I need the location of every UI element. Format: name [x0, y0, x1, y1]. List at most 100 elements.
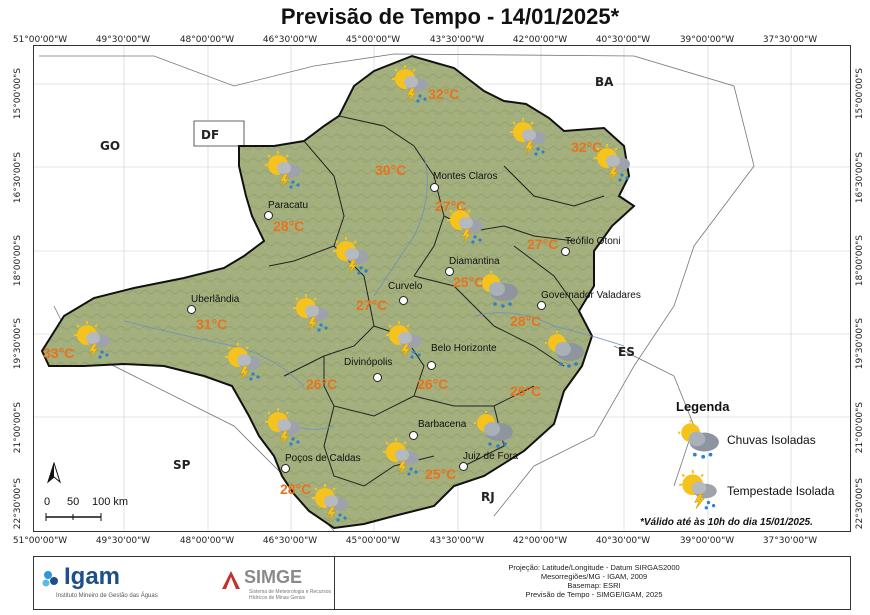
storm-icon — [290, 293, 334, 333]
lat-label: 22°30'00"S — [13, 478, 23, 530]
lat-label: 19°30'00"S — [13, 318, 23, 370]
state-label-df: DF — [201, 128, 220, 142]
storm-icon — [591, 143, 635, 183]
lon-label: 39°00'00"W — [679, 35, 735, 45]
storm-icon — [444, 205, 488, 245]
legend-title: Legenda — [676, 399, 730, 414]
temperature-label: 33°C — [43, 345, 75, 361]
lon-label: 42°00'00"W — [512, 35, 568, 45]
storm-icon — [262, 407, 306, 447]
city-dot — [427, 361, 436, 370]
state-label-es: ES — [618, 345, 635, 359]
igam-logo-icon — [42, 571, 58, 587]
temperature-label: 27°C — [527, 236, 559, 252]
credit-mesoregions: Mesorregiões/MG - IGAM, 2009 — [540, 572, 648, 581]
lon-label: 49°30'00"W — [95, 536, 151, 546]
city-label-paracatu: Paracatu — [268, 200, 309, 211]
lat-label: 19°30'00"S — [855, 318, 865, 370]
storm-icon — [262, 150, 306, 190]
scale-label-hundred: 100 km — [92, 496, 129, 508]
lon-label: 45°00'00"W — [345, 536, 401, 546]
lat-label: 18°00'00"S — [13, 235, 23, 287]
north-arrow-icon — [47, 462, 61, 484]
legend-label-chuvas: Chuvas Isoladas — [727, 433, 816, 447]
city-label-pocos-de-caldas: Poços de Caldas — [285, 453, 361, 464]
state-label-go: GO — [100, 139, 121, 153]
storm-icon — [383, 320, 427, 360]
storm-icon — [309, 483, 353, 523]
credit-projection: Projeção: Latitude/Longitude - Datum SIR… — [508, 563, 680, 572]
temperature-label: 28°C — [510, 313, 542, 329]
simge-logo-icon — [222, 571, 240, 589]
lon-label: 51°00'00"W — [12, 536, 68, 546]
lon-label: 37°30'00"W — [762, 536, 818, 546]
city-dot — [430, 183, 439, 192]
map-frame — [33, 45, 851, 532]
lon-label: 43°30'00"W — [429, 35, 485, 45]
lon-label: 48°00'00"W — [179, 35, 235, 45]
lon-label: 42°00'00"W — [512, 536, 568, 546]
storm-icon — [330, 236, 374, 276]
lat-label: 15°00'00"S — [13, 68, 23, 120]
lon-label: 46°30'00"W — [262, 536, 318, 546]
city-dot — [445, 267, 454, 276]
credit-forecast: Previsão de Tempo - SIMGE/IGAM, 2025 — [525, 590, 663, 599]
state-label-sp: SP — [173, 458, 191, 472]
lon-label: 40°30'00"W — [595, 35, 651, 45]
temperature-label: 26°C — [306, 376, 338, 392]
city-label-divinopolis: Divinópolis — [344, 357, 393, 368]
rain-icon — [477, 270, 521, 310]
temperature-label: 27°C — [356, 297, 388, 313]
lat-label: 21°00'00"S — [855, 402, 865, 454]
storm-icon — [222, 342, 266, 382]
lon-label: 37°30'00"W — [762, 35, 818, 45]
lat-label: 21°00'00"S — [13, 402, 23, 454]
city-dot — [409, 431, 418, 440]
city-label-uberlandia: Uberlândia — [191, 294, 240, 305]
simge-logo-text: SIMGE — [244, 567, 303, 587]
city-label-teofilo-otoni: Teófilo Otoni — [565, 236, 621, 247]
city-dot — [399, 296, 408, 305]
city-dot — [373, 373, 382, 382]
map-title: Previsão de Tempo - 14/01/2025* — [280, 4, 620, 29]
footer-credits: Projeção: Latitude/Longitude - Datum SIR… — [344, 563, 844, 599]
city-dot — [281, 464, 290, 473]
city-label-governador-valadares: Governador Valadares — [541, 290, 641, 301]
city-dot — [537, 301, 546, 310]
lat-label: 15°00'00"S — [855, 68, 865, 120]
lon-label: 43°30'00"W — [429, 536, 485, 546]
lon-label: 40°30'00"W — [595, 536, 651, 546]
temperature-label: 26°C — [510, 383, 542, 399]
map-canvas — [34, 46, 850, 531]
mesoregion-borders — [268, 115, 605, 487]
rain-icon — [676, 419, 722, 461]
lon-label: 45°00'00"W — [345, 35, 401, 45]
temperature-label: 32°C — [428, 86, 460, 102]
storm-icon — [71, 320, 115, 360]
scale-label-fifty: 50 — [67, 496, 80, 508]
scale-label-zero: 0 — [44, 496, 51, 508]
temperature-label: 25°C — [453, 274, 485, 290]
lon-label: 39°00'00"W — [679, 536, 735, 546]
validity-note: *Válido até às 10h do dia 15/01/2025. — [640, 517, 813, 528]
storm-icon — [676, 469, 722, 511]
state-label-rj: RJ — [481, 490, 495, 504]
city-label-belo-horizonte: Belo Horizonte — [431, 343, 497, 354]
temperature-label: 28°C — [273, 218, 305, 234]
city-dot — [561, 247, 570, 256]
temperature-label: 31°C — [196, 316, 228, 332]
storm-icon — [380, 437, 424, 477]
lat-label: 18°00'00"S — [855, 235, 865, 287]
lat-label: 22°30'00"S — [855, 478, 865, 530]
lat-label: 16°30'00"S — [13, 152, 23, 204]
temperature-label: 27°C — [435, 198, 467, 214]
storm-icon — [507, 117, 551, 157]
lon-label: 49°30'00"W — [95, 35, 151, 45]
temperature-label: 28°C — [280, 481, 312, 497]
storm-icon — [389, 64, 433, 104]
city-dot — [264, 211, 273, 220]
temperature-label: 26°C — [417, 376, 449, 392]
temperature-label: 32°C — [571, 139, 603, 155]
igam-logo-text: Igam — [64, 563, 121, 590]
city-label-diamantina: Diamantina — [449, 256, 500, 267]
